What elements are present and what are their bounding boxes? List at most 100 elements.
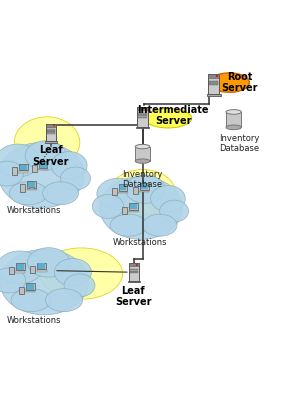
Bar <box>226 112 241 127</box>
Bar <box>18 270 23 271</box>
Ellipse shape <box>150 186 185 212</box>
Bar <box>46 124 56 141</box>
Bar <box>129 263 139 281</box>
Ellipse shape <box>40 248 123 299</box>
Bar <box>17 264 24 270</box>
Ellipse shape <box>11 289 51 312</box>
Bar <box>48 132 55 134</box>
Bar <box>137 107 148 110</box>
Circle shape <box>136 264 138 266</box>
Bar <box>142 190 147 191</box>
Bar <box>207 94 221 96</box>
Bar <box>21 170 26 171</box>
Bar <box>130 269 138 270</box>
Bar <box>138 117 147 118</box>
Ellipse shape <box>226 110 241 114</box>
Bar <box>39 161 48 168</box>
Bar <box>9 267 14 274</box>
Bar <box>18 171 28 173</box>
Bar <box>15 271 25 272</box>
Bar <box>140 183 149 190</box>
Bar <box>28 182 35 187</box>
Bar <box>38 263 45 269</box>
Bar <box>20 184 25 192</box>
Bar <box>37 270 47 272</box>
Bar <box>19 163 28 171</box>
Bar <box>118 192 128 193</box>
Bar <box>27 284 34 290</box>
Bar <box>38 169 48 171</box>
Bar <box>139 191 149 192</box>
Bar <box>12 167 17 175</box>
Bar <box>27 181 36 188</box>
Ellipse shape <box>160 200 189 222</box>
Ellipse shape <box>110 170 175 215</box>
Bar <box>138 114 147 115</box>
Bar <box>45 141 57 143</box>
Ellipse shape <box>46 289 83 312</box>
Text: Root
Server: Root Server <box>221 72 258 94</box>
Ellipse shape <box>144 109 192 128</box>
Circle shape <box>216 75 218 77</box>
Ellipse shape <box>54 258 91 286</box>
Ellipse shape <box>110 214 147 236</box>
Ellipse shape <box>142 214 177 236</box>
Ellipse shape <box>97 178 140 210</box>
Bar <box>119 185 126 191</box>
Bar <box>130 272 138 273</box>
Bar <box>137 107 148 126</box>
Ellipse shape <box>0 251 43 284</box>
Bar <box>129 263 139 267</box>
Ellipse shape <box>0 268 26 293</box>
Bar <box>32 165 37 172</box>
Bar <box>40 168 46 169</box>
Bar <box>209 82 218 84</box>
Bar <box>209 84 218 85</box>
Bar <box>208 74 219 78</box>
Bar <box>141 184 148 189</box>
Text: Inventory
Database: Inventory Database <box>122 170 163 189</box>
Bar <box>128 281 140 282</box>
Ellipse shape <box>25 141 66 170</box>
Ellipse shape <box>14 117 80 168</box>
Ellipse shape <box>92 195 124 218</box>
Ellipse shape <box>27 248 70 277</box>
Bar <box>48 131 55 132</box>
Ellipse shape <box>226 125 241 130</box>
Text: Workstations: Workstations <box>7 316 62 325</box>
Bar <box>46 124 56 127</box>
Bar <box>27 188 37 190</box>
Text: Workstations: Workstations <box>112 238 167 247</box>
Bar <box>135 146 150 161</box>
Text: Workstations: Workstations <box>7 206 62 215</box>
Text: Leaf
Server: Leaf Server <box>115 285 152 307</box>
Ellipse shape <box>100 177 182 239</box>
Bar <box>136 126 149 129</box>
Bar <box>208 74 219 94</box>
Bar <box>20 165 27 170</box>
Ellipse shape <box>43 182 79 205</box>
Circle shape <box>144 108 147 110</box>
Bar <box>209 81 218 82</box>
Ellipse shape <box>51 151 87 179</box>
Ellipse shape <box>125 175 165 203</box>
Ellipse shape <box>9 182 48 205</box>
Ellipse shape <box>60 167 91 190</box>
Ellipse shape <box>0 142 84 208</box>
Bar <box>30 266 35 273</box>
Bar <box>131 210 136 211</box>
Circle shape <box>53 124 55 126</box>
Bar <box>19 287 24 294</box>
Bar <box>130 204 137 209</box>
Ellipse shape <box>64 274 95 297</box>
Bar <box>129 203 138 210</box>
Text: Intermediate
Server: Intermediate Server <box>138 105 209 126</box>
Bar <box>16 263 25 270</box>
Bar <box>40 162 46 168</box>
Text: Leaf
Server: Leaf Server <box>32 145 69 167</box>
Bar <box>28 290 33 291</box>
Text: Inventory
Database: Inventory Database <box>219 134 260 154</box>
Bar <box>37 262 46 270</box>
Bar <box>29 187 34 188</box>
Bar <box>119 184 127 191</box>
